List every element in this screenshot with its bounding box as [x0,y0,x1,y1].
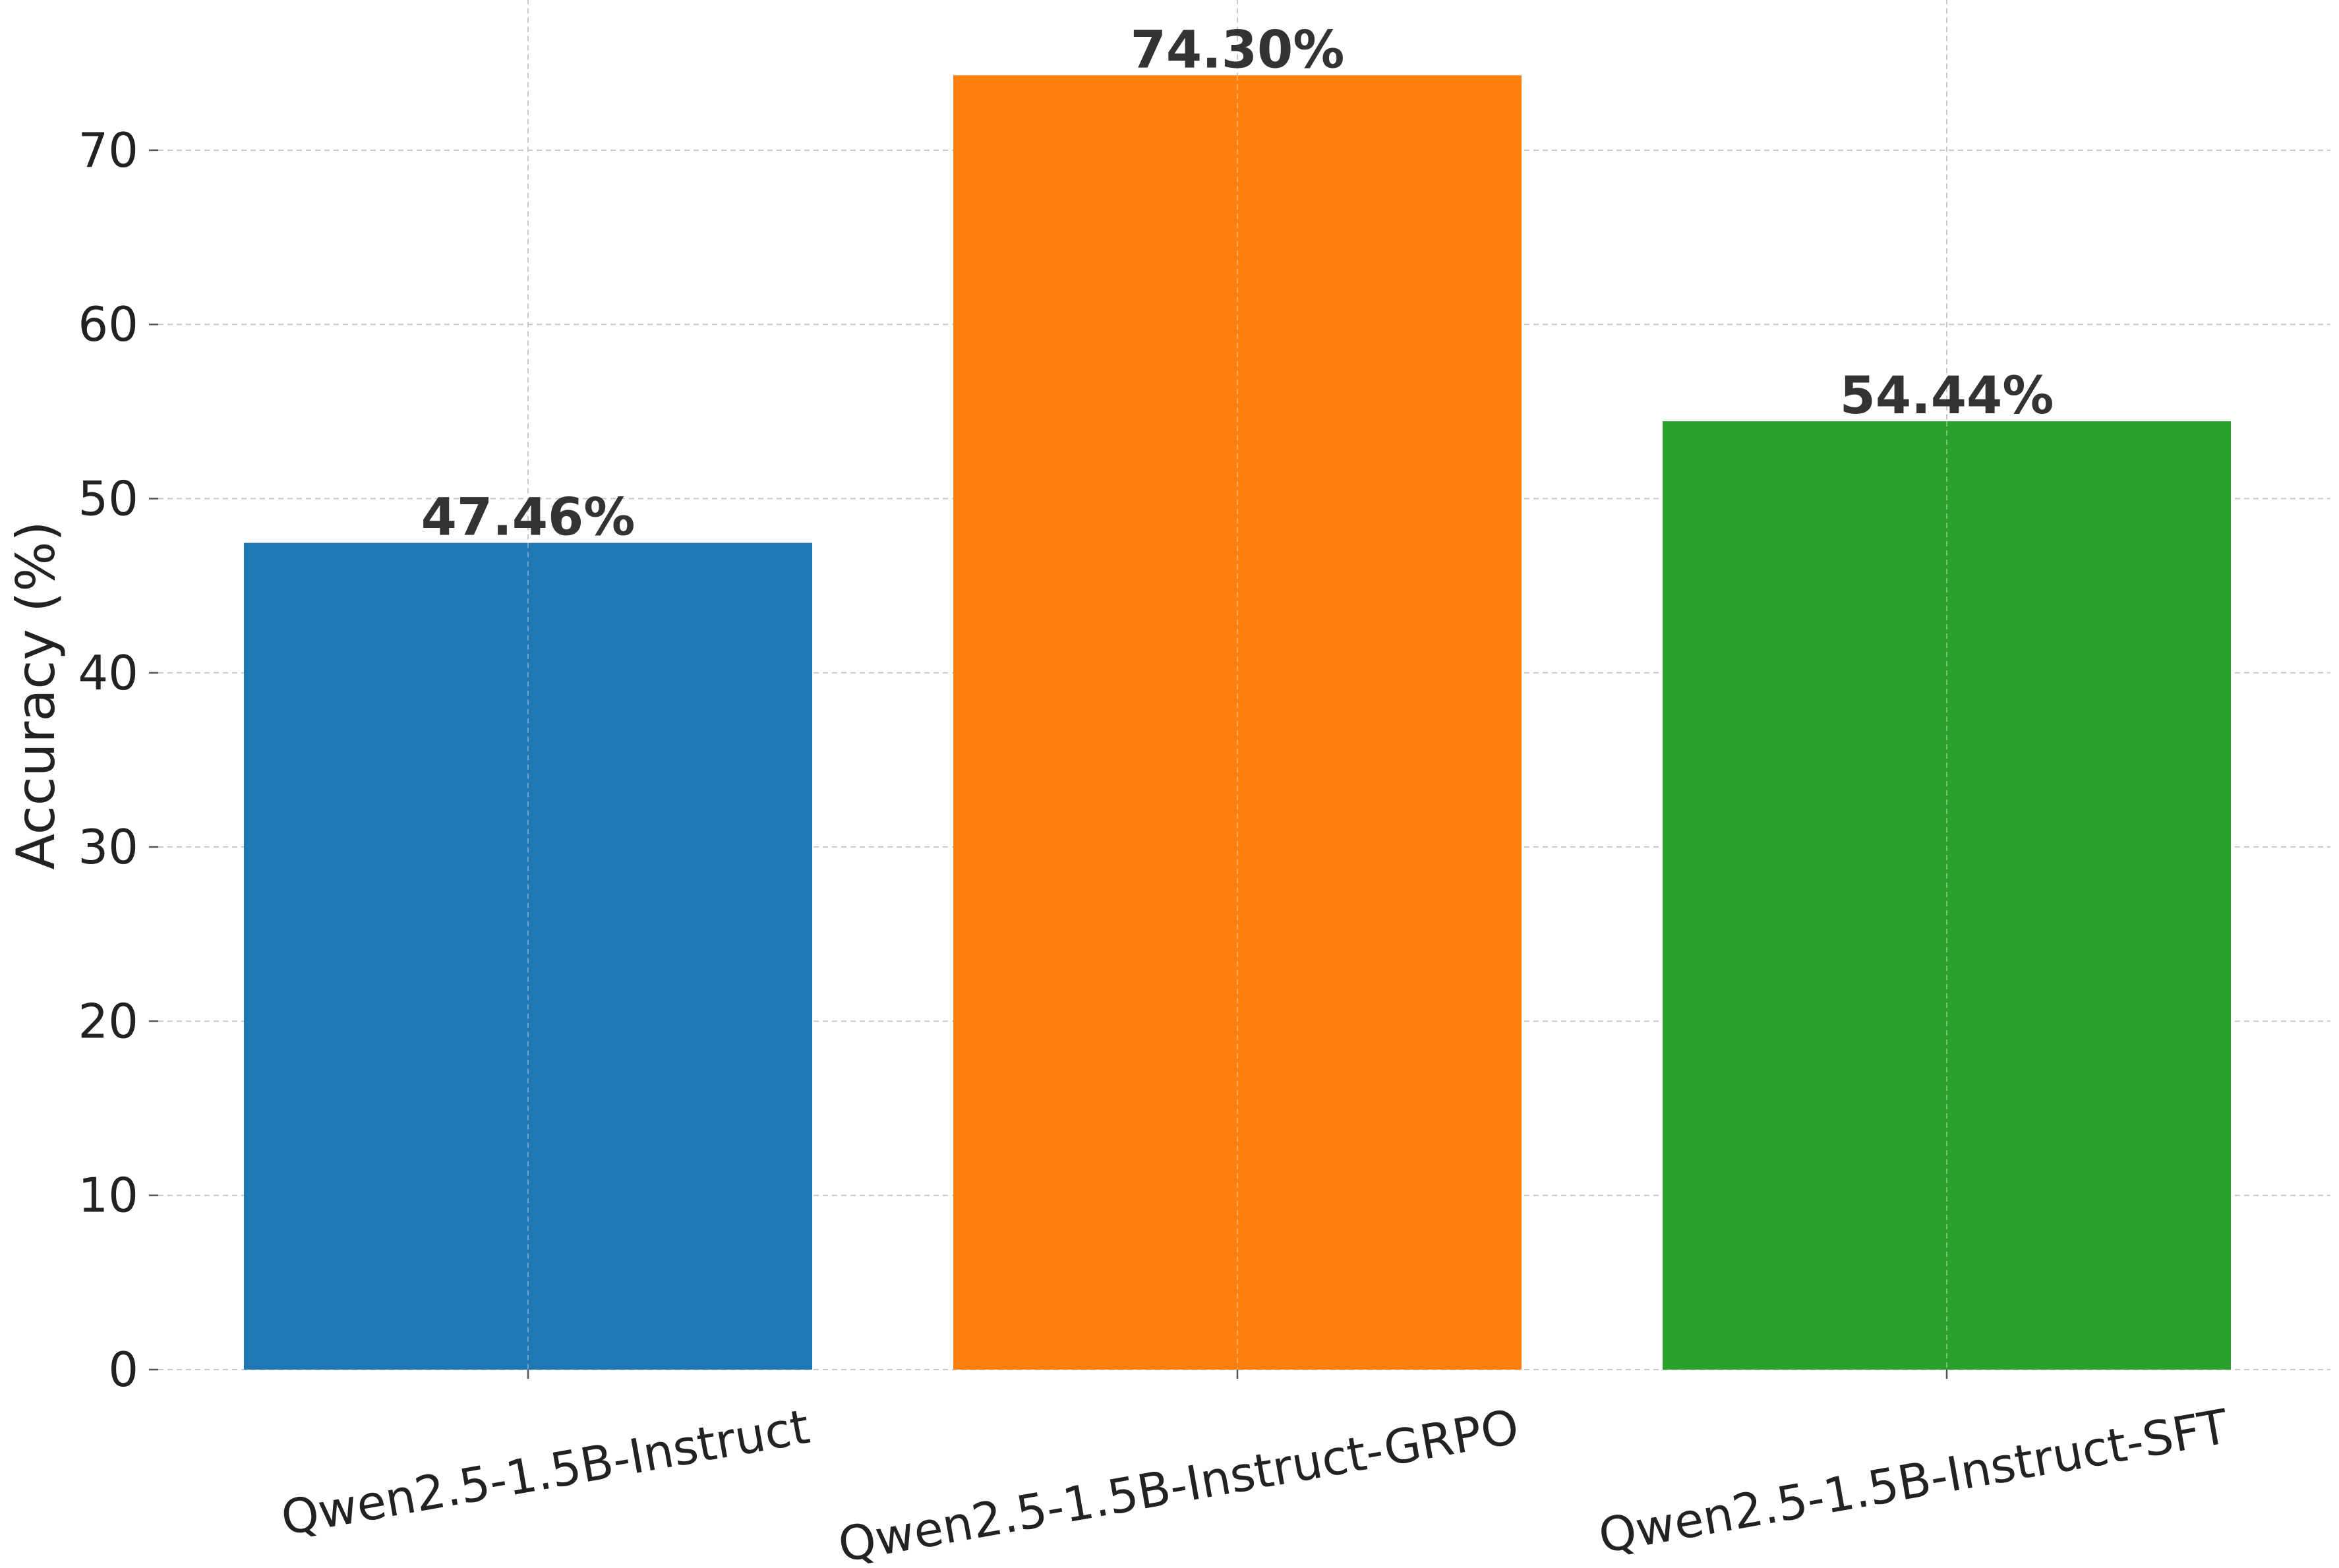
bar-value-label: 74.30% [1131,20,1345,80]
bar-value-label: 47.46% [421,488,636,548]
y-tick-label: 50 [78,471,138,527]
bar [1663,421,2231,1370]
x-tick-label: Qwen2.5-1.5B-Instruct-GRPO [834,1399,1523,1568]
y-axis-ticks: 0 10 20 30 40 50 60 70 [78,123,158,1397]
bar [953,75,1522,1370]
y-tick-label: 10 [78,1168,138,1223]
bar-value-label: 54.44% [1840,366,2054,426]
y-axis-label: Accuracy (%) [5,521,67,869]
y-tick-label: 40 [78,645,138,701]
bar [244,542,812,1370]
data-labels: 47.46% 74.30% 54.44% [421,20,2054,547]
y-tick-label: 60 [78,297,138,352]
y-tick-label: 70 [78,123,138,178]
x-axis-ticks: Qwen2.5-1.5B-Instruct Qwen2.5-1.5B-Instru… [277,1370,2233,1568]
bars [244,75,2231,1370]
y-tick-label: 0 [108,1342,138,1397]
x-tick-label: Qwen2.5-1.5B-Instruct [277,1399,814,1546]
y-tick-label: 30 [78,819,138,875]
x-tick-label: Qwen2.5-1.5B-Instruct-SFT [1595,1399,2233,1564]
y-tick-label: 20 [78,993,138,1049]
